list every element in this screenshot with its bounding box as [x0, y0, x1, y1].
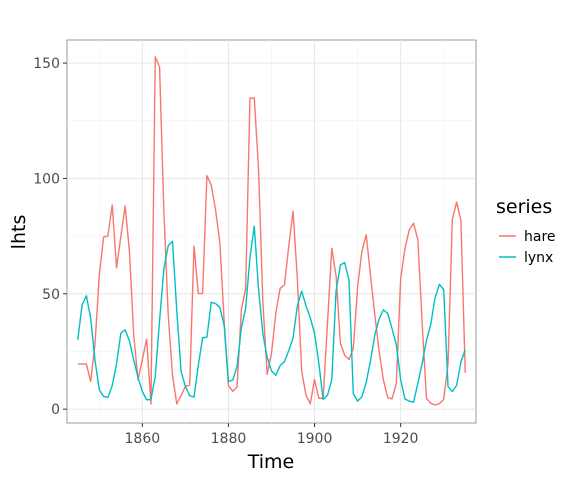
x-axis-ticks: 1860 1880 1900 1920 — [125, 423, 419, 447]
x-tick-label: 1920 — [383, 431, 419, 447]
y-tick-label: 50 — [42, 287, 60, 303]
legend-title: series — [496, 196, 552, 218]
lynx-line — [77, 225, 466, 403]
x-tick-label: 1860 — [125, 431, 161, 447]
x-axis-title: Time — [247, 451, 295, 473]
legend-label-hare: hare — [524, 229, 556, 245]
x-tick-label: 1900 — [297, 431, 333, 447]
x-tick-label: 1880 — [211, 431, 247, 447]
y-axis-title: lhts — [8, 215, 30, 250]
series-lines — [77, 56, 466, 406]
y-tick-label: 150 — [33, 56, 60, 72]
y-tick-label: 0 — [51, 402, 60, 418]
legend-label-lynx: lynx — [524, 250, 553, 266]
y-tick-label: 100 — [33, 171, 60, 187]
y-axis-ticks: 0 50 100 150 — [33, 56, 67, 418]
legend: series hare lynx — [496, 196, 556, 266]
hare-line — [77, 56, 466, 406]
